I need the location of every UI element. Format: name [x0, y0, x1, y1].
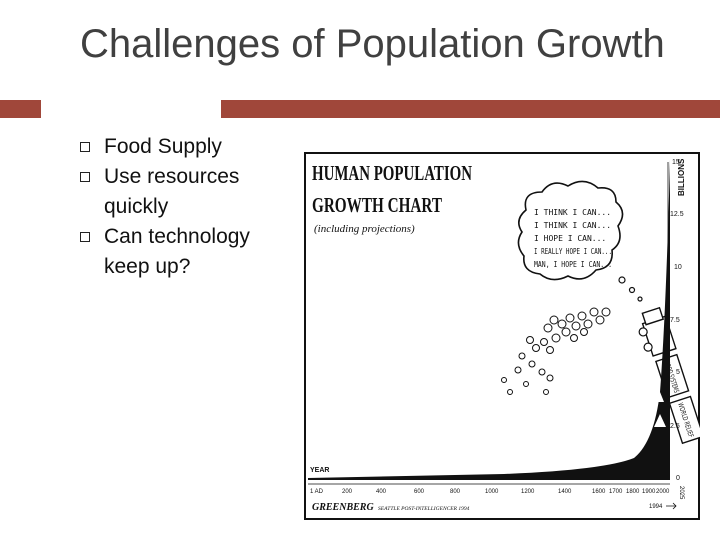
bullet-item: Use resources quickly: [80, 162, 290, 222]
thought-dot: [628, 286, 636, 294]
train-car: [668, 395, 700, 445]
title-rule-left: [0, 100, 41, 118]
x-tick: 2025: [678, 486, 684, 500]
square-bullet-icon: [80, 232, 90, 242]
x-tick: 1800: [626, 489, 640, 495]
x-tick: 200: [342, 489, 353, 495]
year-marker: 1994: [649, 504, 663, 510]
track-ties: [652, 387, 666, 427]
x-axis-title: YEAR: [310, 467, 329, 474]
bullet-text: Food Supply: [104, 135, 222, 158]
y-tick: 10: [674, 264, 682, 271]
y-tick: 0: [676, 475, 680, 482]
axis-unit-label: BILLIONS: [677, 158, 686, 196]
thought-line: MAN, I HOPE I CAN...: [534, 260, 612, 269]
year-marker-arrow-icon: [666, 502, 677, 510]
thought-line: I THINK I CAN...: [534, 208, 611, 217]
y-tick: 12.5: [670, 211, 684, 218]
publication-credit: SEATTLE POST-INTELLIGENCER 1994: [378, 505, 470, 512]
y-tick: 5: [676, 369, 680, 376]
cartoon-frame: [304, 152, 700, 520]
slide-title: Challenges of Population Growth: [80, 22, 665, 66]
x-tick: 1000: [485, 489, 499, 495]
bullet-text: Use resources quickly: [104, 165, 240, 218]
thought-dot: [637, 296, 643, 302]
cartoon-heading-2: GROWTH CHART: [312, 193, 442, 217]
x-tick: 800: [450, 489, 461, 495]
bullet-text: Can technology keep up?: [104, 225, 250, 278]
x-tick: 1 AD: [310, 489, 324, 495]
y-tick: 2.5: [670, 423, 680, 430]
x-axis: 1 AD 200 400 600 800 1000 1200 1400 1600…: [308, 483, 684, 500]
bullet-item: Can technology keep up?: [80, 222, 290, 282]
x-tick: 400: [376, 489, 387, 495]
thought-bubble: I THINK I CAN... I THINK I CAN... I HOPE…: [517, 180, 643, 302]
thought-line: I REALLY HOPE I CAN...: [534, 247, 612, 256]
cartoon-heading-1: HUMAN POPULATION: [312, 161, 472, 185]
x-tick: 1200: [521, 489, 535, 495]
x-tick: 1400: [558, 489, 572, 495]
smoke-puffs: [501, 307, 611, 395]
thought-bubble-outline: [517, 180, 624, 281]
thought-dot: [618, 276, 626, 284]
population-growth-cartoon: HUMAN POPULATION GROWTH CHART (including…: [304, 152, 700, 520]
x-tick: 600: [414, 489, 425, 495]
x-tick: 1700: [609, 489, 623, 495]
bullet-item: Food Supply: [80, 132, 290, 162]
x-tick: 1900: [642, 489, 656, 495]
cartoon-subheading: (including projections): [314, 223, 415, 235]
square-bullet-icon: [80, 172, 90, 182]
title-rule-right: [221, 100, 720, 118]
y-tick: 7.5: [670, 317, 680, 324]
x-tick: 1600: [592, 489, 606, 495]
bullet-list: Food Supply Use resources quickly Can te…: [80, 132, 290, 282]
x-tick: 2000: [656, 489, 670, 495]
thought-line: I THINK I CAN...: [534, 221, 611, 230]
square-bullet-icon: [80, 142, 90, 152]
thought-line: I HOPE I CAN...: [534, 234, 606, 243]
y-tick: 15: [672, 159, 680, 166]
artist-signature: GREENBERG: [312, 502, 374, 513]
